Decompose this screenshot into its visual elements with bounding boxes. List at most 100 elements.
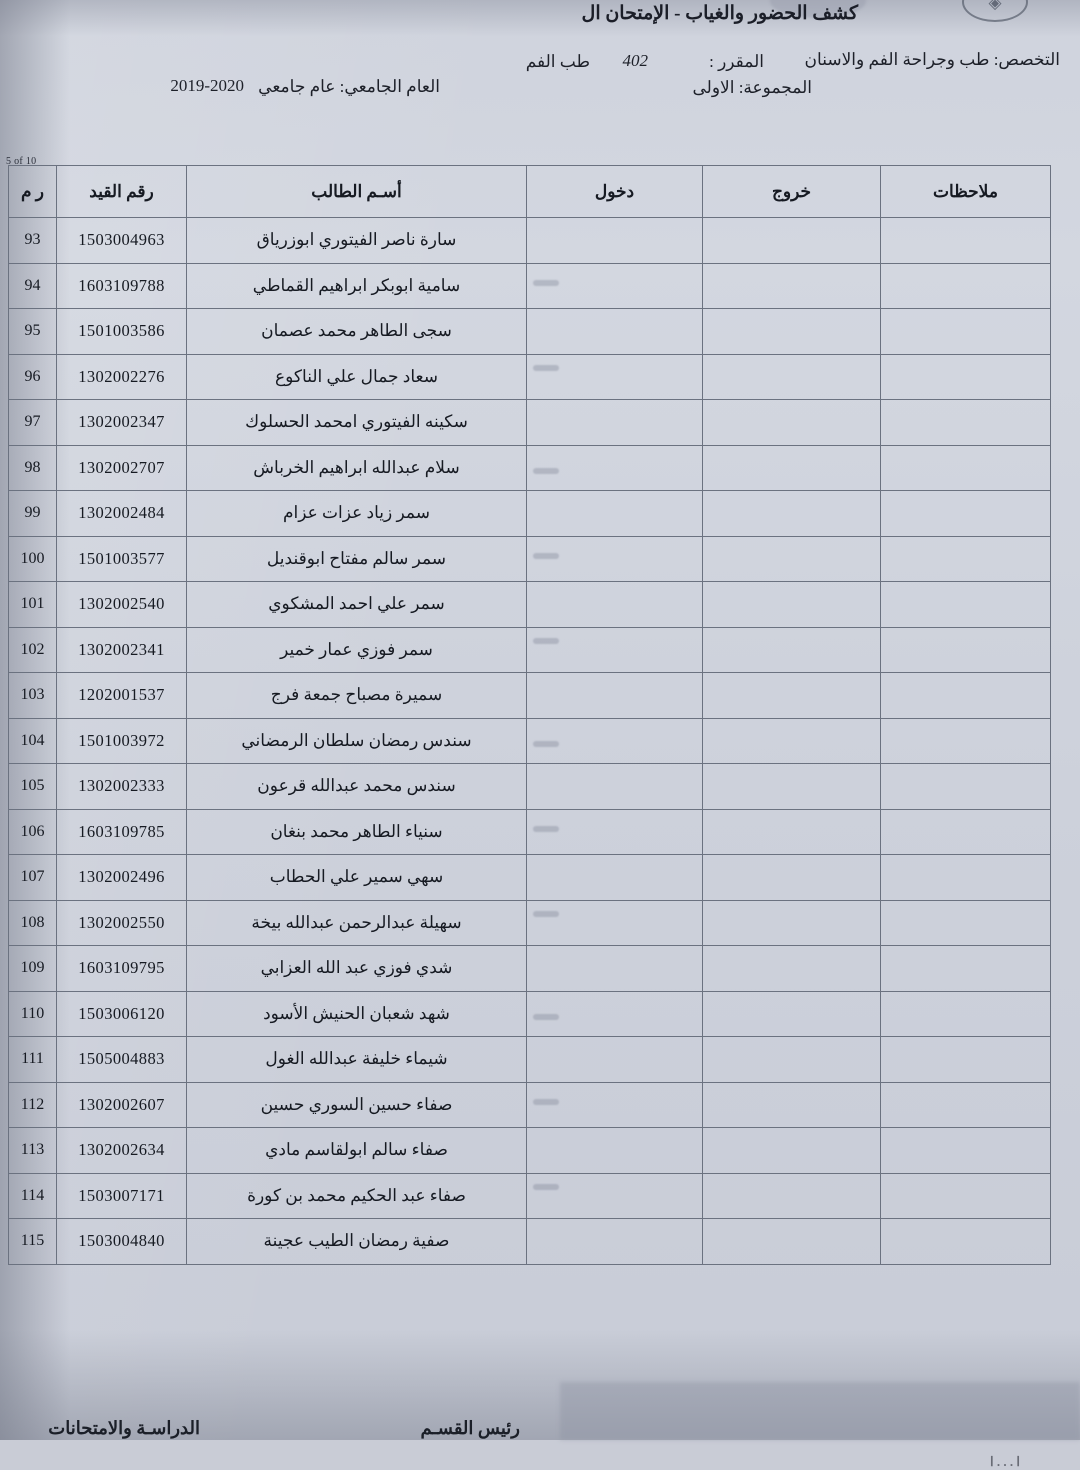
cell-student-name: سمر فوزي عمار خمير xyxy=(186,626,527,673)
cell-entry[interactable] xyxy=(526,535,703,582)
cell-entry[interactable] xyxy=(526,262,703,309)
cell-notes[interactable] xyxy=(880,1218,1051,1265)
cell-exit[interactable] xyxy=(702,672,881,719)
cell-notes[interactable] xyxy=(880,717,1051,764)
cell-notes[interactable] xyxy=(880,1127,1051,1174)
cell-entry[interactable] xyxy=(526,626,703,673)
cell-notes[interactable] xyxy=(880,490,1051,537)
scan-smudge xyxy=(533,637,559,644)
cell-exit[interactable] xyxy=(702,763,881,810)
cell-notes[interactable] xyxy=(880,308,1051,355)
cell-registration-number: 1302002496 xyxy=(56,854,187,901)
scan-smudge xyxy=(533,364,559,371)
footer-exams-office: الدراسـة والامتحانات xyxy=(48,1418,200,1438)
table-row: سميرة مصباح جمعة فرج 1202001537 103 xyxy=(8,672,1051,719)
cell-notes[interactable] xyxy=(880,444,1051,491)
cell-exit[interactable] xyxy=(702,308,881,355)
cell-serial-number: 103 xyxy=(8,672,57,719)
cell-entry[interactable] xyxy=(526,353,703,400)
cell-registration-number: 1302002347 xyxy=(56,399,187,446)
cell-entry[interactable] xyxy=(526,1172,703,1219)
cell-exit[interactable] xyxy=(702,399,881,446)
cell-entry[interactable] xyxy=(526,990,703,1037)
cell-notes[interactable] xyxy=(880,854,1051,901)
cell-entry[interactable] xyxy=(526,444,703,491)
cell-exit[interactable] xyxy=(702,945,881,992)
scan-smudge xyxy=(533,467,559,474)
cell-entry[interactable] xyxy=(526,217,703,264)
cell-notes[interactable] xyxy=(880,1036,1051,1083)
cell-entry[interactable] xyxy=(526,399,703,446)
cell-entry[interactable] xyxy=(526,808,703,855)
cell-exit[interactable] xyxy=(702,262,881,309)
cell-exit[interactable] xyxy=(702,990,881,1037)
column-header-out: خروج xyxy=(702,165,881,218)
cell-notes[interactable] xyxy=(880,763,1051,810)
cell-notes[interactable] xyxy=(880,1081,1051,1128)
cell-exit[interactable] xyxy=(702,808,881,855)
cell-notes[interactable] xyxy=(880,399,1051,446)
cell-entry[interactable] xyxy=(526,717,703,764)
course-code: 402 xyxy=(622,51,649,70)
cell-entry[interactable] xyxy=(526,945,703,992)
group-field: المجموعة: الاولى xyxy=(692,78,812,98)
cell-exit[interactable] xyxy=(702,535,881,582)
cell-entry[interactable] xyxy=(526,581,703,628)
cell-notes[interactable] xyxy=(880,217,1051,264)
cell-registration-number: 1302002634 xyxy=(56,1127,187,1174)
cell-entry[interactable] xyxy=(526,308,703,355)
cell-entry[interactable] xyxy=(526,1218,703,1265)
ink-smudge xyxy=(770,0,866,18)
cell-student-name: سامية ابوبكر ابراهيم القماطي xyxy=(186,262,527,309)
cell-entry[interactable] xyxy=(526,1036,703,1083)
cell-exit[interactable] xyxy=(702,1036,881,1083)
cell-exit[interactable] xyxy=(702,1081,881,1128)
cell-entry[interactable] xyxy=(526,899,703,946)
cell-exit[interactable] xyxy=(702,217,881,264)
table-row: شدي فوزي عبد الله العزابي 1603109795 109 xyxy=(8,945,1051,992)
cell-exit[interactable] xyxy=(702,854,881,901)
scan-smudge xyxy=(533,910,559,917)
cell-notes[interactable] xyxy=(880,353,1051,400)
cell-notes[interactable] xyxy=(880,1172,1051,1219)
cell-notes[interactable] xyxy=(880,535,1051,582)
cell-registration-number: 1302002484 xyxy=(56,490,187,537)
cell-exit[interactable] xyxy=(702,717,881,764)
table-row: صفاء عبد الحكيم محمد بن كورة 1503007171 11… xyxy=(8,1172,1051,1219)
cell-notes[interactable] xyxy=(880,899,1051,946)
cell-notes[interactable] xyxy=(880,990,1051,1037)
cell-exit[interactable] xyxy=(702,581,881,628)
cell-exit[interactable] xyxy=(702,1127,881,1174)
cell-registration-number: 1302002607 xyxy=(56,1081,187,1128)
cell-notes[interactable] xyxy=(880,672,1051,719)
cell-entry[interactable] xyxy=(526,1127,703,1174)
cell-entry[interactable] xyxy=(526,854,703,901)
cell-entry[interactable] xyxy=(526,672,703,719)
cell-notes[interactable] xyxy=(880,945,1051,992)
cell-exit[interactable] xyxy=(702,444,881,491)
cell-exit[interactable] xyxy=(702,1218,881,1265)
cell-notes[interactable] xyxy=(880,808,1051,855)
cell-serial-number: 99 xyxy=(8,490,57,537)
cell-exit[interactable] xyxy=(702,490,881,537)
cell-exit[interactable] xyxy=(702,1172,881,1219)
cell-student-name: صفاء عبد الحكيم محمد بن كورة xyxy=(186,1172,527,1219)
cell-exit[interactable] xyxy=(702,626,881,673)
cell-notes[interactable] xyxy=(880,262,1051,309)
cell-entry[interactable] xyxy=(526,490,703,537)
cell-registration-number: 1302002341 xyxy=(56,626,187,673)
cell-exit[interactable] xyxy=(702,899,881,946)
cell-student-name: سجى الطاهر محمد عصمان xyxy=(186,308,527,355)
cell-notes[interactable] xyxy=(880,581,1051,628)
cell-registration-number: 1302002707 xyxy=(56,444,187,491)
cell-serial-number: 96 xyxy=(8,353,57,400)
cell-serial-number: 100 xyxy=(8,535,57,582)
cell-exit[interactable] xyxy=(702,353,881,400)
cell-notes[interactable] xyxy=(880,626,1051,673)
cell-entry[interactable] xyxy=(526,763,703,810)
cell-entry[interactable] xyxy=(526,1081,703,1128)
course-label: المقرر : xyxy=(709,52,764,71)
cell-student-name: سميرة مصباح جمعة فرج xyxy=(186,672,527,719)
column-header-in: دخول xyxy=(526,165,703,218)
table-row: سمر سالم مفتاح ابوقنديل 1501003577 100 xyxy=(8,535,1051,582)
